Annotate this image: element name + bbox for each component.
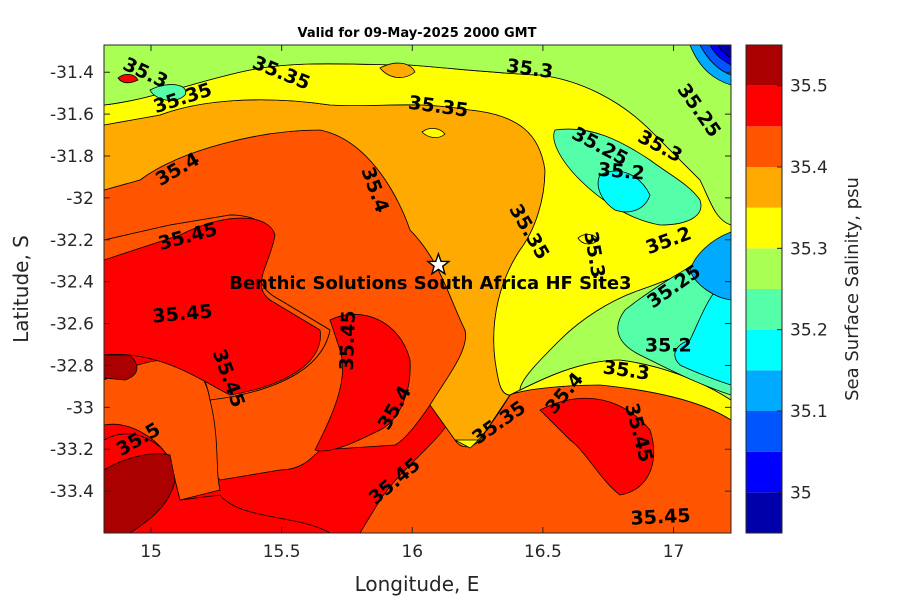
colorbar-swatch (746, 126, 782, 167)
salinity-contour-map (104, 45, 731, 533)
colorbar-tick-label: 35.5 (790, 77, 828, 97)
contour-label: 35.2 (645, 335, 692, 357)
y-tick-label: -31.8 (50, 147, 94, 167)
band-35-45-west (104, 217, 321, 396)
site-star-icon (425, 251, 451, 276)
y-tick-label: -33 (66, 398, 94, 418)
colorbar-ticks: 35 35.1 35.2 35.3 35.4 35.5 (777, 77, 828, 503)
colorbar-swatch (746, 411, 782, 452)
x-tick-label: 17 (663, 542, 685, 562)
x-tick-label: 15 (140, 542, 162, 562)
y-tick-label: -32.8 (50, 356, 94, 376)
contour-label: 35.45 (152, 301, 214, 328)
colorbar-frame (745, 44, 783, 534)
band-34-95-ne (717, 45, 731, 59)
patch-yellow-n (421, 128, 446, 138)
y-axis-label: Latitude, S (9, 235, 33, 343)
y-tick-label: -32 (66, 189, 94, 209)
colorbar-tick-label: 35.2 (790, 321, 828, 341)
y-axis-ticks: -31.4 -31.6 -31.8 -32 -32.2 -32.4 -32.6 -32.8 -3… (50, 63, 731, 502)
band-35-45-southeast (539, 397, 655, 496)
band-35-2-nw (149, 84, 187, 101)
x-axis-ticks: 15 15.5 16 16.5 17 (140, 45, 684, 562)
y-tick-label: -33.4 (50, 482, 94, 502)
y-tick-label: -31.4 (50, 63, 94, 83)
colorbar-swatch (746, 85, 782, 127)
colorbar-tick-label: 35 (790, 483, 812, 503)
map-title: Valid for 09-May-2025 2000 GMT (298, 26, 537, 41)
colorbar-swatch (746, 248, 782, 289)
colorbar-swatch (746, 167, 782, 208)
colorbar-label: Sea Surface Salinity, psu (842, 177, 863, 401)
x-tick-label: 16.5 (524, 542, 562, 562)
contour-label: 35.2 (597, 159, 646, 185)
patch-yellow-mid (577, 234, 599, 245)
colorbar-tick-label: 35.1 (790, 402, 828, 422)
colorbar-swatch (746, 451, 782, 493)
patch-red-nw (117, 74, 139, 84)
band-35-45-central (314, 313, 411, 452)
colorbar-swatch (746, 207, 782, 249)
band-35-15-north (597, 170, 651, 213)
band-35-5-w (104, 354, 138, 381)
colorbar (746, 45, 782, 533)
y-tick-label: -31.6 (50, 105, 94, 125)
y-tick-label: -32.4 (50, 273, 94, 293)
band-35-15-east (674, 269, 731, 386)
x-tick-label: 15.5 (263, 542, 301, 562)
x-axis-label: Longitude, E (355, 572, 480, 596)
colorbar-swatch (746, 329, 782, 371)
colorbar-tick-label: 35.4 (790, 158, 828, 178)
colorbar-swatch (746, 370, 782, 411)
site-label: Benthic Solutions South Africa HF Site3 (229, 273, 631, 294)
band-35-5-sw (104, 453, 176, 533)
contour-label: 35.45 (630, 505, 691, 530)
patch-orange-n (379, 62, 416, 78)
y-tick-label: -32.2 (50, 231, 94, 251)
axes-frame (103, 44, 732, 534)
x-tick-label: 16 (401, 542, 423, 562)
contour-label: 35.45 (336, 310, 360, 371)
colorbar-tick-label: 35.3 (790, 239, 828, 259)
colorbar-swatch (746, 45, 782, 86)
y-tick-label: -32.6 (50, 315, 94, 335)
y-tick-label: -33.2 (50, 440, 94, 460)
colorbar-swatch (746, 289, 782, 330)
band-35-1-east (689, 231, 731, 301)
site-marker: Benthic Solutions South Africa HF Site3 (229, 251, 632, 294)
band-35-25 (104, 45, 731, 226)
colorbar-swatch (746, 492, 782, 533)
